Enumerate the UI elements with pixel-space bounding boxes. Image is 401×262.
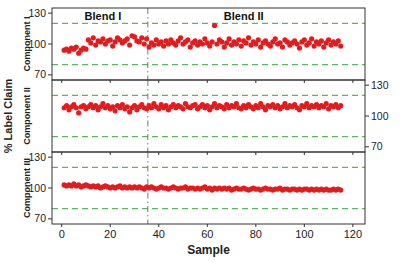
data-point xyxy=(178,35,183,40)
y-tick-label: 130 xyxy=(371,79,389,91)
data-point xyxy=(100,36,105,41)
x-tick-label: 100 xyxy=(295,228,313,240)
data-point xyxy=(91,35,96,40)
points xyxy=(62,101,344,115)
blend-divider xyxy=(147,8,148,80)
shared-y-axis-title: % Label Claim xyxy=(2,78,14,153)
data-point xyxy=(324,101,329,106)
x-tick xyxy=(352,224,353,227)
y-tick xyxy=(48,44,52,45)
data-point xyxy=(236,37,241,42)
data-point xyxy=(83,47,88,52)
y-tick xyxy=(365,85,369,86)
y-tick-label: 70 xyxy=(34,212,46,224)
data-point xyxy=(200,41,205,46)
data-point xyxy=(280,44,285,49)
y-axis-title: Component I xyxy=(22,17,32,72)
data-point xyxy=(239,43,244,48)
y-tick xyxy=(365,146,369,147)
x-tick xyxy=(207,224,208,227)
data-point xyxy=(88,40,93,45)
data-point xyxy=(336,38,341,43)
panel-frame xyxy=(52,80,365,152)
panel-frame xyxy=(52,152,365,224)
limit-line xyxy=(52,95,365,96)
y-tick xyxy=(48,218,52,219)
data-point xyxy=(338,187,343,192)
annotation: Blend II xyxy=(224,10,264,22)
x-tick xyxy=(158,224,159,227)
data-point xyxy=(127,42,132,47)
data-point xyxy=(76,110,81,115)
y-tick-label: 100 xyxy=(371,110,389,122)
limit-line xyxy=(52,136,365,137)
data-point xyxy=(142,41,147,46)
y-tick xyxy=(48,74,52,75)
data-point xyxy=(210,39,215,44)
x-tick-label: 20 xyxy=(104,228,116,240)
panel: 70 100 130 Component II % Label Claim xyxy=(2,78,389,155)
y-tick-label: 70 xyxy=(371,140,383,152)
panel: 70100130020406080100120Component IIISamp… xyxy=(22,151,365,257)
x-tick-label: 0 xyxy=(59,228,65,240)
x-tick-label: 120 xyxy=(344,228,362,240)
data-point xyxy=(273,36,278,41)
y-tick xyxy=(48,13,52,14)
data-point xyxy=(125,104,130,109)
points xyxy=(62,23,344,56)
panel: 70100130Component IBlend IBlend II xyxy=(22,7,365,83)
panel-frame xyxy=(52,8,365,80)
data-point xyxy=(180,106,185,111)
data-point xyxy=(302,37,307,42)
data-point xyxy=(151,42,156,47)
data-point xyxy=(139,35,144,40)
y-axis-title: Component II xyxy=(22,87,32,145)
y-tick xyxy=(48,188,52,189)
limit-line xyxy=(52,23,365,24)
x-tick-label: 80 xyxy=(250,228,262,240)
chart: 70 100 130 Component I Blend I Blend II 70 100 1… xyxy=(0,0,401,262)
data-point xyxy=(309,36,314,41)
data-point xyxy=(244,40,249,45)
data-point xyxy=(219,39,224,44)
x-tick-label: 60 xyxy=(201,228,213,240)
limit-line xyxy=(52,64,365,65)
annotation: Blend I xyxy=(85,10,122,22)
data-point xyxy=(212,23,217,28)
data-point xyxy=(227,36,232,41)
limit-line xyxy=(52,167,365,168)
data-point xyxy=(319,38,324,43)
x-tick xyxy=(255,224,256,227)
points xyxy=(62,181,344,192)
y-tick-label: 70 xyxy=(34,68,46,80)
blend-divider xyxy=(147,80,148,152)
data-point xyxy=(74,105,79,110)
data-point xyxy=(326,37,331,42)
x-tick xyxy=(110,224,111,227)
data-point xyxy=(185,37,190,42)
data-point xyxy=(74,44,79,49)
x-tick-label: 40 xyxy=(153,228,165,240)
data-point xyxy=(338,103,343,108)
data-point xyxy=(161,43,166,48)
y-tick xyxy=(365,116,369,117)
x-tick xyxy=(304,224,305,227)
x-axis-title: Sample xyxy=(187,243,230,257)
data-point xyxy=(112,108,117,113)
x-tick xyxy=(61,224,62,227)
data-point xyxy=(256,37,261,42)
data-point xyxy=(246,35,251,40)
y-axis-title: Component III xyxy=(22,158,32,218)
data-point xyxy=(338,43,343,48)
y-tick xyxy=(48,157,52,158)
limit-line xyxy=(52,208,365,209)
data-point xyxy=(125,36,130,41)
data-point xyxy=(144,36,149,41)
data-point xyxy=(297,46,302,51)
data-point xyxy=(108,37,113,42)
